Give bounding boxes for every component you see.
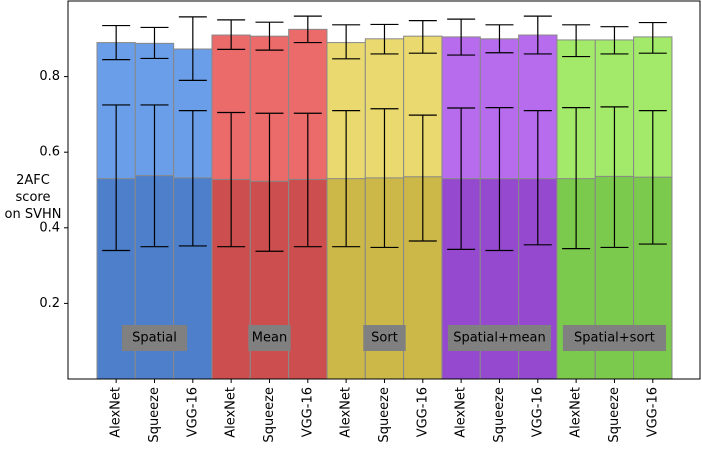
error-bar-total-4-0: [562, 24, 591, 58]
y-axis-label-text: 2AFC score on SVHN: [5, 173, 62, 222]
group-labels-layer: Spatial Mean Sort Spatial+mean Spatial+sort: [121, 325, 667, 351]
error-bar-base-2-2: [408, 114, 437, 242]
group-label: Spatial+sort: [562, 325, 667, 351]
group-label: Spatial: [121, 325, 188, 351]
error-bar-base-1-1: [255, 112, 284, 252]
error-bar-base-0-0: [102, 104, 131, 252]
x-tick-label: VGG-16: [415, 387, 430, 437]
error-bar-total-0-2: [178, 16, 207, 81]
error-bar-base-4-0: [562, 106, 591, 250]
error-bar-total-0-0: [102, 24, 131, 61]
y-axis-label: 2AFC score on SVHN: [5, 173, 62, 222]
x-tick-label: Squeeze: [377, 387, 392, 443]
x-tick-label: AlexNet: [454, 387, 469, 438]
error-bar-base-1-0: [217, 111, 246, 248]
group-label-text: Spatial: [132, 331, 177, 346]
group-label-text: Mean: [252, 331, 287, 346]
error-bar-total-2-0: [332, 24, 361, 60]
x-axis: AlexNet Squeeze VGG-16 AlexNet Squeeze VGG-16…: [109, 379, 660, 443]
error-bar-base-2-1: [370, 108, 399, 249]
error-bar-base-3-2: [523, 110, 552, 246]
y-tick-label: 0.2: [39, 296, 60, 311]
error-bar-total-3-2: [523, 15, 552, 55]
error-bar-total-4-2: [638, 21, 667, 54]
x-tick-label: Squeeze: [607, 387, 622, 443]
error-bar-total-3-0: [447, 18, 476, 56]
error-bar-base-0-1: [140, 104, 169, 248]
x-tick-label: Squeeze: [147, 387, 162, 443]
x-tick-label: VGG-16: [300, 387, 315, 437]
error-bar-total-2-2: [408, 20, 437, 54]
group-label-box: [248, 325, 291, 351]
group-label: Sort: [363, 325, 406, 351]
y-tick-label: 0.8: [39, 69, 60, 84]
error-bar-total-1-2: [293, 15, 322, 44]
x-tick-label: AlexNet: [224, 387, 239, 438]
error-bar-total-3-1: [485, 24, 514, 54]
error-bar-total-1-1: [255, 21, 284, 51]
error-bar-total-1-0: [217, 19, 246, 50]
y-tick-label: 0.6: [39, 145, 60, 160]
error-bar-total-4-1: [600, 26, 629, 55]
error-bar-base-0-2: [178, 110, 207, 247]
group-label-box: [447, 325, 552, 351]
error-bar-base-4-2: [638, 110, 667, 245]
error-bar-total-2-1: [370, 23, 399, 55]
group-label: Spatial+mean: [447, 325, 552, 351]
group-label-text: Sort: [371, 331, 398, 346]
x-tick-label: AlexNet: [109, 387, 124, 438]
group-label: Mean: [248, 325, 291, 351]
x-tick-label: VGG-16: [530, 387, 545, 437]
error-bar-total-0-1: [140, 26, 169, 60]
y-axis: 0.2 0.4 0.6 0.8: [39, 69, 68, 311]
x-tick-label: AlexNet: [339, 387, 354, 438]
y-tick-label: 0.4: [39, 220, 60, 235]
x-tick-label: VGG-16: [645, 387, 660, 437]
error-bar-base-1-2: [293, 112, 322, 248]
group-label-box: [363, 325, 406, 351]
y-axis-label-line: score: [16, 190, 51, 205]
x-tick-label: VGG-16: [185, 387, 200, 437]
x-tick-label: Squeeze: [262, 387, 277, 443]
group-label-text: Spatial+mean: [453, 331, 546, 346]
error-bar-base-2-0: [332, 110, 361, 248]
error-bar-base-3-1: [485, 106, 514, 252]
y-axis-label-line: on SVHN: [5, 207, 62, 222]
group-label-box: [562, 325, 667, 351]
error-bar-base-4-1: [600, 106, 629, 249]
x-tick-label: AlexNet: [569, 387, 584, 438]
group-label-box: [121, 325, 188, 351]
error-bar-base-3-0: [447, 107, 476, 250]
x-tick-label: Squeeze: [492, 387, 507, 443]
group-label-text: Spatial+sort: [574, 331, 655, 346]
y-axis-label-line: 2AFC: [16, 173, 50, 188]
error-bars-layer: [102, 15, 667, 252]
